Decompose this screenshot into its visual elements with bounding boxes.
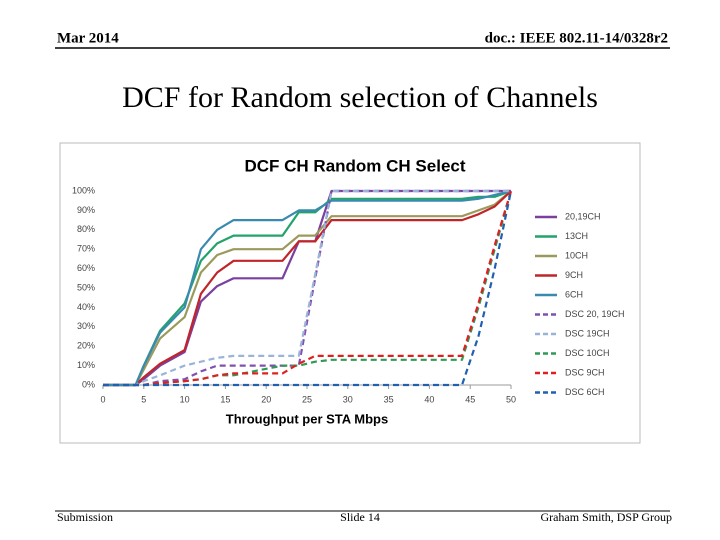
legend-label: DSC 10CH (565, 348, 610, 358)
x-tick-label: 35 (384, 394, 394, 404)
y-tick-label: 10% (77, 360, 95, 370)
legend-label: 13CH (565, 231, 588, 241)
y-tick-label: 50% (77, 282, 95, 292)
series-line (103, 189, 511, 387)
series-line (103, 189, 512, 387)
y-tick-label: 80% (77, 224, 95, 234)
legend-label: 20,19CH (565, 211, 601, 221)
legend-label: DSC 20, 19CH (565, 309, 625, 319)
legend-label: 6CH (565, 289, 583, 299)
footer-center: Slide 14 (340, 510, 380, 524)
y-tick-label: 0% (82, 379, 95, 389)
x-tick-label: 15 (220, 394, 230, 404)
x-tick-label: 50 (506, 394, 516, 404)
legend-label: DSC 19CH (565, 328, 610, 338)
legend-label: DSC 6CH (565, 387, 605, 397)
series-line (103, 190, 512, 387)
x-tick-label: 5 (141, 394, 146, 404)
series-line (103, 190, 513, 387)
footer-left: Submission (57, 510, 113, 524)
y-tick-label: 20% (77, 341, 95, 351)
x-tick-label: 20 (261, 394, 271, 404)
x-tick-label: 45 (465, 394, 475, 404)
legend-label: 9CH (565, 270, 583, 280)
y-tick-label: 60% (77, 263, 95, 273)
x-axis-title: Throughput per STA Mbps (226, 411, 388, 426)
series-line (103, 189, 511, 387)
y-tick-label: 40% (77, 302, 95, 312)
x-tick-label: 0 (100, 394, 105, 404)
x-tick-label: 25 (302, 394, 312, 404)
y-tick-label: 90% (77, 205, 95, 215)
slide-title: DCF for Random selection of Channels (122, 81, 598, 114)
x-tick-label: 30 (343, 394, 353, 404)
y-tick-label: 70% (77, 244, 95, 254)
y-tick-label: 30% (77, 321, 95, 331)
header-doc: doc.: IEEE 802.11-14/0328r2 (485, 30, 668, 46)
x-tick-label: 40 (424, 394, 434, 404)
series-line (103, 190, 513, 387)
y-tick-label: 100% (72, 185, 95, 195)
footer-right: Graham Smith, DSP Group (540, 510, 672, 524)
header-date: Mar 2014 (57, 30, 119, 46)
legend-label: 10CH (565, 250, 588, 260)
x-tick-label: 10 (180, 394, 190, 404)
legend-label: DSC 9CH (565, 367, 605, 377)
chart-title: DCF CH Random CH Select (244, 156, 465, 175)
series-line (103, 190, 512, 387)
